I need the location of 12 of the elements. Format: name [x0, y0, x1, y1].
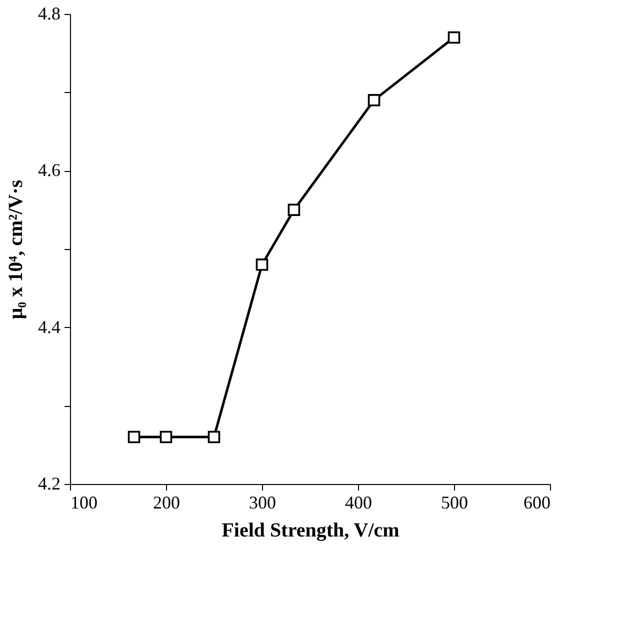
x-axis-title: Field Strength, V/cm [222, 520, 400, 542]
y-tick-label: 4.6 [38, 160, 60, 180]
y-tick-label: 4.2 [38, 474, 60, 494]
x-tick-label: 100 [70, 492, 98, 512]
y-tick-label: 4.8 [38, 4, 60, 24]
x-tick-label: 200 [153, 492, 180, 512]
x-tick-label: 300 [249, 492, 276, 512]
x-tick-label: 600 [524, 492, 550, 512]
y-tick-label: 4.4 [38, 316, 60, 337]
x-tick-label: 500 [441, 492, 468, 512]
y-axis-title: μ₀ x 10⁴, cm²/V·s [5, 180, 27, 320]
x-tick-label: 400 [345, 492, 372, 512]
